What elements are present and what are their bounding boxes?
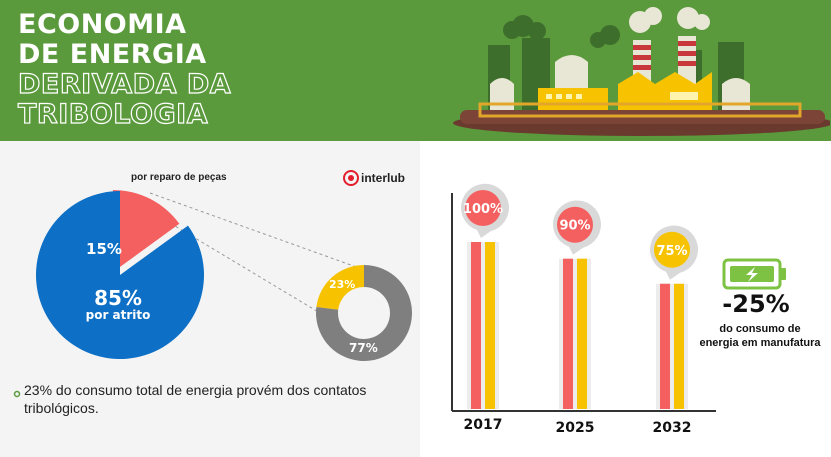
bullet-dot-icon [13, 383, 23, 402]
interlub-logo-icon [343, 170, 359, 186]
factory-illustration [453, 7, 830, 136]
label-15: 15% [86, 240, 122, 258]
bubble-label-2032: 75% [656, 244, 687, 259]
bar-yellow-2025 [577, 258, 587, 409]
bars-group: 100% 90% 75% [460, 183, 698, 409]
title-line-3: DERIVADA DA [17, 69, 232, 100]
donut-label-23: 23% [329, 278, 356, 291]
bubble-2032 [654, 231, 690, 268]
header-banner: ECONOMIA DE ENERGIA DERIVADA DA TRIBOLOG… [0, 0, 831, 141]
bar-yellow-2017 [485, 242, 495, 409]
year-label-2017: 2017 [463, 417, 503, 433]
year-label-2025: 2025 [555, 420, 595, 436]
label-85: 85% [94, 286, 142, 310]
pie-caption: por reparo de peças [131, 172, 227, 183]
connector-line-top [149, 192, 363, 270]
brand-name: interlub [361, 171, 405, 185]
battery-lightning-icon [722, 258, 786, 290]
donut-label-77: 77% [349, 341, 378, 355]
title-line-1: ECONOMIA [18, 9, 187, 40]
bubble-label-2025: 90% [559, 219, 590, 234]
pie-slice-label-85: 85% por atrito [58, 286, 178, 322]
year-label-2032: 2032 [652, 420, 692, 436]
bar-red-2032 [660, 283, 670, 409]
donut-slice-0 [316, 265, 364, 310]
bar-chart: 100% 90% 75% [451, 183, 716, 412]
pie-chart-area [36, 190, 413, 361]
bar-yellow-2032 [674, 283, 684, 409]
stat-line-1: do consumo de [719, 323, 801, 335]
title-line-2: DE ENERGIA [18, 39, 207, 70]
pie-slice-1 [36, 191, 205, 359]
title-line-4: TRIBOLOGIA [17, 99, 209, 130]
donut-slice-1 [316, 265, 413, 361]
brand-logo: interlub [343, 170, 405, 186]
pie-chart [36, 190, 205, 359]
label-por-atrito: por atrito [85, 308, 151, 322]
bubble-2017 [465, 190, 501, 226]
bar-red-2025 [563, 258, 573, 409]
bubble-label-2017: 100% [463, 202, 503, 217]
bubble-2025 [557, 206, 593, 243]
stat-line-2: energia em manufatura [699, 337, 821, 349]
stat-value: -25% [722, 290, 790, 318]
pie-slice-0 [113, 190, 180, 272]
bar-red-2017 [471, 242, 481, 409]
donut-chart [316, 265, 413, 361]
pie-slice-label-15: 15% [79, 239, 129, 258]
note-text: 23% do consumo total de energia provém d… [24, 382, 367, 416]
